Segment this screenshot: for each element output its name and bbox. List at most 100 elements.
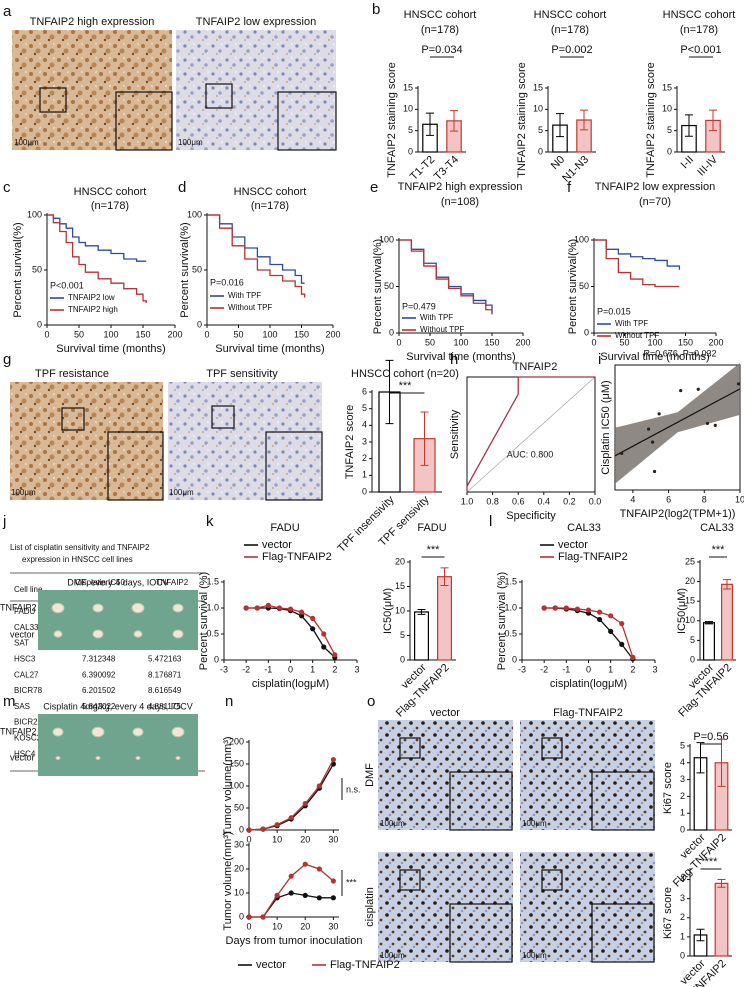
table-header: TNFAIP2 <box>156 578 189 587</box>
chart-subtitle: (n=178) <box>251 200 289 212</box>
y-tick-label: 1.0 <box>504 602 517 612</box>
x-tick-label: N0 <box>549 154 567 172</box>
y-tick-label: 15 <box>662 82 672 92</box>
x-axis-label: cisplatin(logμM) <box>550 678 627 690</box>
x-tick-label: 150 <box>294 329 309 339</box>
marker <box>619 621 625 627</box>
y-tick-label: 50 <box>192 264 202 274</box>
x-tick-label: 4 <box>630 494 635 504</box>
tumor <box>52 727 64 737</box>
y-tick-label: 20 <box>395 556 405 566</box>
y-tick-label: 50 <box>579 281 589 291</box>
x-tick-label: -1 <box>264 664 272 674</box>
row-label: TNFAIP2 <box>0 726 37 736</box>
panel-label: a <box>3 3 12 20</box>
tumor <box>172 629 184 639</box>
row-label: cisplatin <box>364 887 376 927</box>
x-tick-label: 0.6 <box>512 496 525 506</box>
x-tick-label: 30 <box>328 921 338 931</box>
point <box>650 440 655 444</box>
y-tick-label: 15 <box>395 581 405 591</box>
legend-label: Without TPF <box>228 303 272 312</box>
marker <box>552 605 558 611</box>
inset-box <box>591 771 655 831</box>
table-cell: BICR78 <box>14 686 43 695</box>
bar <box>414 611 430 661</box>
bar <box>720 583 733 661</box>
x-tick-label: 0 <box>288 664 293 674</box>
chart-title: TNFAIP2 low expression <box>595 181 715 193</box>
x-tick-label: 200 <box>708 337 723 347</box>
error-bar <box>417 609 426 615</box>
legend-label: Flag-TNFAIP2 <box>558 551 628 563</box>
x-tick-label: 50 <box>74 329 84 339</box>
legend-label: With TPF <box>420 313 453 322</box>
y-tick-label: 0 <box>362 486 367 496</box>
tumor <box>91 726 105 738</box>
scale-bar: 100μm <box>522 951 547 960</box>
photo-caption: Cisplatin 4mg/kg, every 4 days, IOCV <box>43 701 193 711</box>
annotation: P=0.002 <box>551 44 592 56</box>
x-tick-label: 10 <box>735 494 744 504</box>
regression-line <box>614 388 741 457</box>
row-label: DMF <box>364 763 376 787</box>
y-tick-label: 4 <box>680 757 685 767</box>
y-tick-label: 5 <box>667 125 672 135</box>
table-cell: KOSC2 <box>14 734 42 743</box>
y-tick-label: 15 <box>403 82 413 92</box>
chart-title: HNSCC cohort <box>404 9 477 21</box>
y-tick-label: 0 <box>389 327 394 337</box>
series-line <box>47 214 147 303</box>
annotation: *** <box>427 544 441 556</box>
tumor <box>92 603 104 613</box>
x-tick-label: 20 <box>300 834 310 844</box>
chart-subtitle: (n=70) <box>639 196 671 208</box>
y-tick-label: 0 <box>680 824 685 834</box>
marker <box>274 822 280 828</box>
y-tick-label: 5 <box>680 740 685 750</box>
legend-label: With TPF <box>615 319 648 328</box>
marker <box>310 615 316 622</box>
inset-box <box>399 737 421 759</box>
legend-label: Without TPF <box>420 325 464 334</box>
y-tick-label: 50 <box>234 802 244 812</box>
marker <box>608 613 614 619</box>
annotation: P=0.479 <box>402 301 436 311</box>
y-axis-label: Cisplatin IC50 (μM) <box>600 380 612 474</box>
marker <box>330 878 336 884</box>
y-tick-label: 100 <box>229 780 244 790</box>
x-tick-label: 100 <box>453 337 468 347</box>
x-tick-label: T3-T4 <box>432 154 461 183</box>
table-cell: 6.201502 <box>82 686 116 695</box>
scale-bar: 100μm <box>522 819 547 828</box>
y-axis-label: TNFAIP2 staining score <box>645 62 657 178</box>
x-tick-label: 1 <box>310 664 315 674</box>
series-line <box>47 214 147 262</box>
x-tick-label: 0 <box>204 329 209 339</box>
x-tick-label: 6 <box>666 494 671 504</box>
annotation: P<0.001 <box>680 44 721 56</box>
tumor <box>92 629 104 639</box>
inset-box <box>205 83 233 109</box>
table-cell: 8.176871 <box>148 670 182 679</box>
column-title: Flag-TNFAIP2 <box>553 707 623 719</box>
chart-title: FADU <box>270 522 299 534</box>
x-tick-label: 200 <box>515 337 530 347</box>
annotation: P<0.001 <box>50 280 84 290</box>
y-tick-label: 10 <box>395 605 405 615</box>
x-tick-label: 20 <box>300 921 310 931</box>
annotation: *** <box>346 877 357 887</box>
y-axis-label: IC50(μM) <box>382 588 394 634</box>
series-line <box>207 214 306 298</box>
marker <box>316 783 322 789</box>
y-tick-label: 4 <box>362 420 367 430</box>
x-tick-label: -1 <box>562 664 570 674</box>
chart-title: CAL33 <box>567 522 601 534</box>
y-tick-label: 1 <box>362 470 367 480</box>
row-label: TNFAIP2 <box>0 602 37 612</box>
legend-label: vector <box>256 959 286 971</box>
y-axis-label: Percent survival(%) <box>12 222 24 317</box>
table-header: Cell line <box>14 585 43 594</box>
y-tick-label: 1.0 <box>206 602 219 612</box>
chart-title: HNSCC cohort (n=20) <box>351 368 459 380</box>
